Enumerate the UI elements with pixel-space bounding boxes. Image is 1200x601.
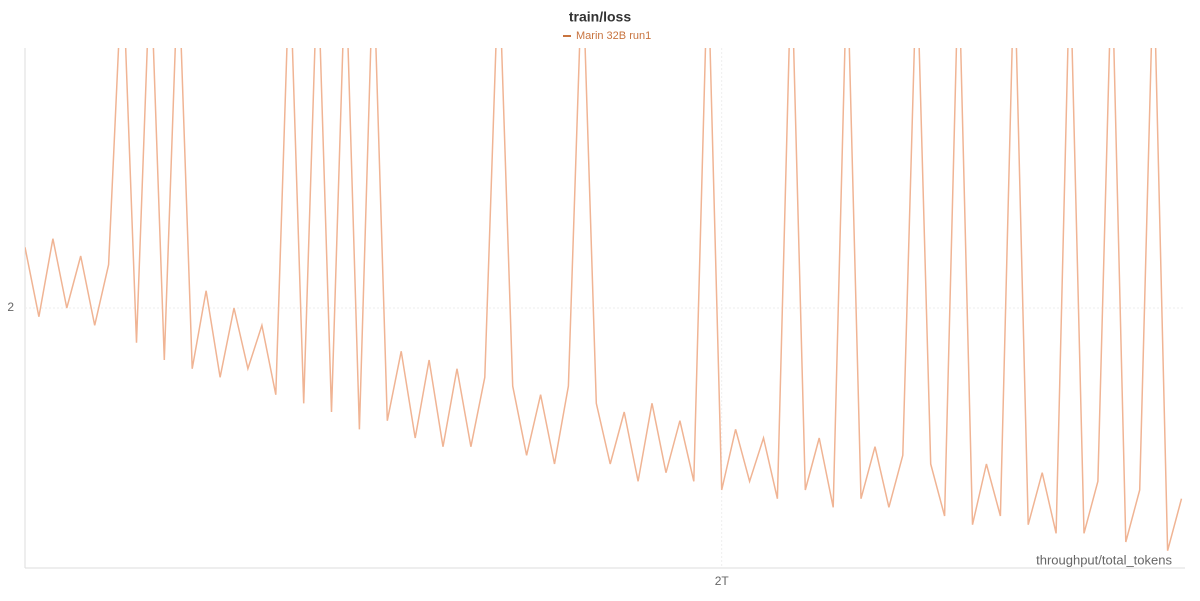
line [25, 48, 1183, 551]
x-axis-label: throughput/total_tokens [1036, 552, 1172, 567]
chart-title: train/loss [569, 9, 631, 25]
legend-entry[interactable]: Marin 32B run1 [576, 30, 651, 42]
x-tick-label: 2T [715, 574, 730, 588]
y-tick-label: 2 [7, 300, 14, 314]
